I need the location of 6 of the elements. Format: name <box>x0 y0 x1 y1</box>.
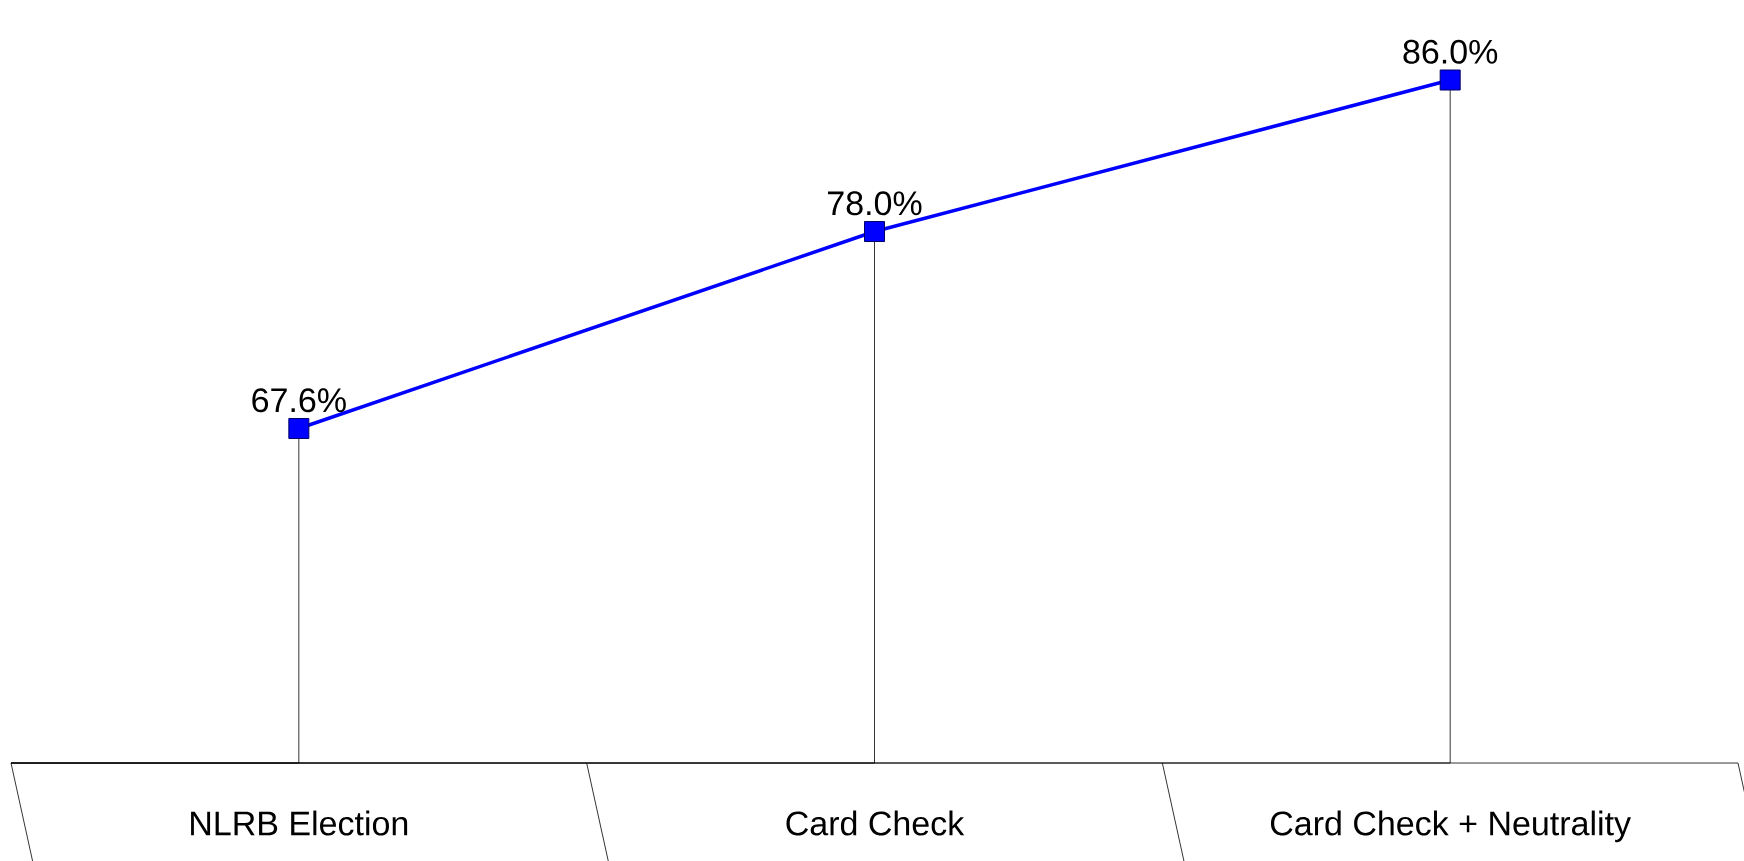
x-tick-label: Card Check <box>786 810 965 836</box>
x-tick-label: NLRB Election <box>191 810 408 836</box>
data-label: 86.0% <box>1403 39 1498 64</box>
x-tick-label: Card Check + Neutrality <box>1270 810 1631 843</box>
data-label: 67.6% <box>252 388 346 413</box>
data-label: 78.0% <box>828 191 922 216</box>
